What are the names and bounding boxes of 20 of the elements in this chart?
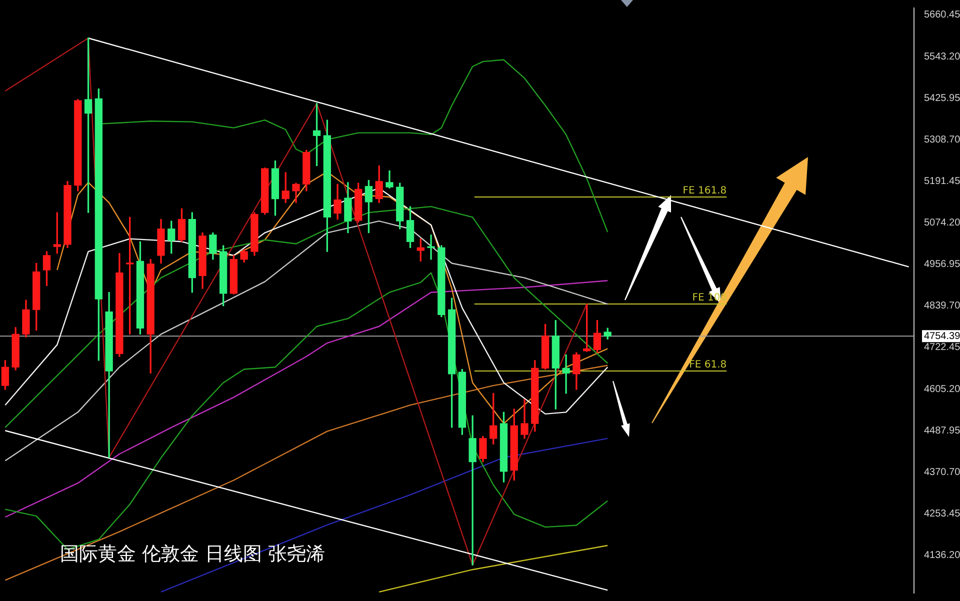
y-tick-label: 5660.45 <box>924 10 960 21</box>
y-tick-label: 4722.45 <box>924 342 960 354</box>
y-tick-label: 5543.20 <box>924 51 960 62</box>
y-tick-label: 4605.20 <box>924 384 960 395</box>
y-tick-label: 4956.95 <box>924 259 960 270</box>
ref-line-label: FE 61.8 <box>689 360 727 371</box>
candlestick <box>468 415 476 566</box>
y-tick-label: 4487.95 <box>924 425 960 436</box>
y-tick-label: 4839.70 <box>924 300 960 312</box>
y-tick-label: 4253.45 <box>924 508 960 520</box>
candlestick <box>562 354 570 394</box>
candlestick <box>427 234 435 260</box>
y-tick-label: 5074.20 <box>924 218 960 229</box>
y-tick-label: 5425.95 <box>924 92 960 104</box>
y-tick-label: 4754.39 <box>924 330 960 342</box>
y-tick-label: 5191.45 <box>924 176 960 187</box>
ref-line-label: FE 161.8 <box>682 186 727 197</box>
y-tick-label: 4370.70 <box>924 466 960 478</box>
y-tick-label: 4136.20 <box>924 550 960 562</box>
y-tick-label: 5308.70 <box>924 134 960 146</box>
